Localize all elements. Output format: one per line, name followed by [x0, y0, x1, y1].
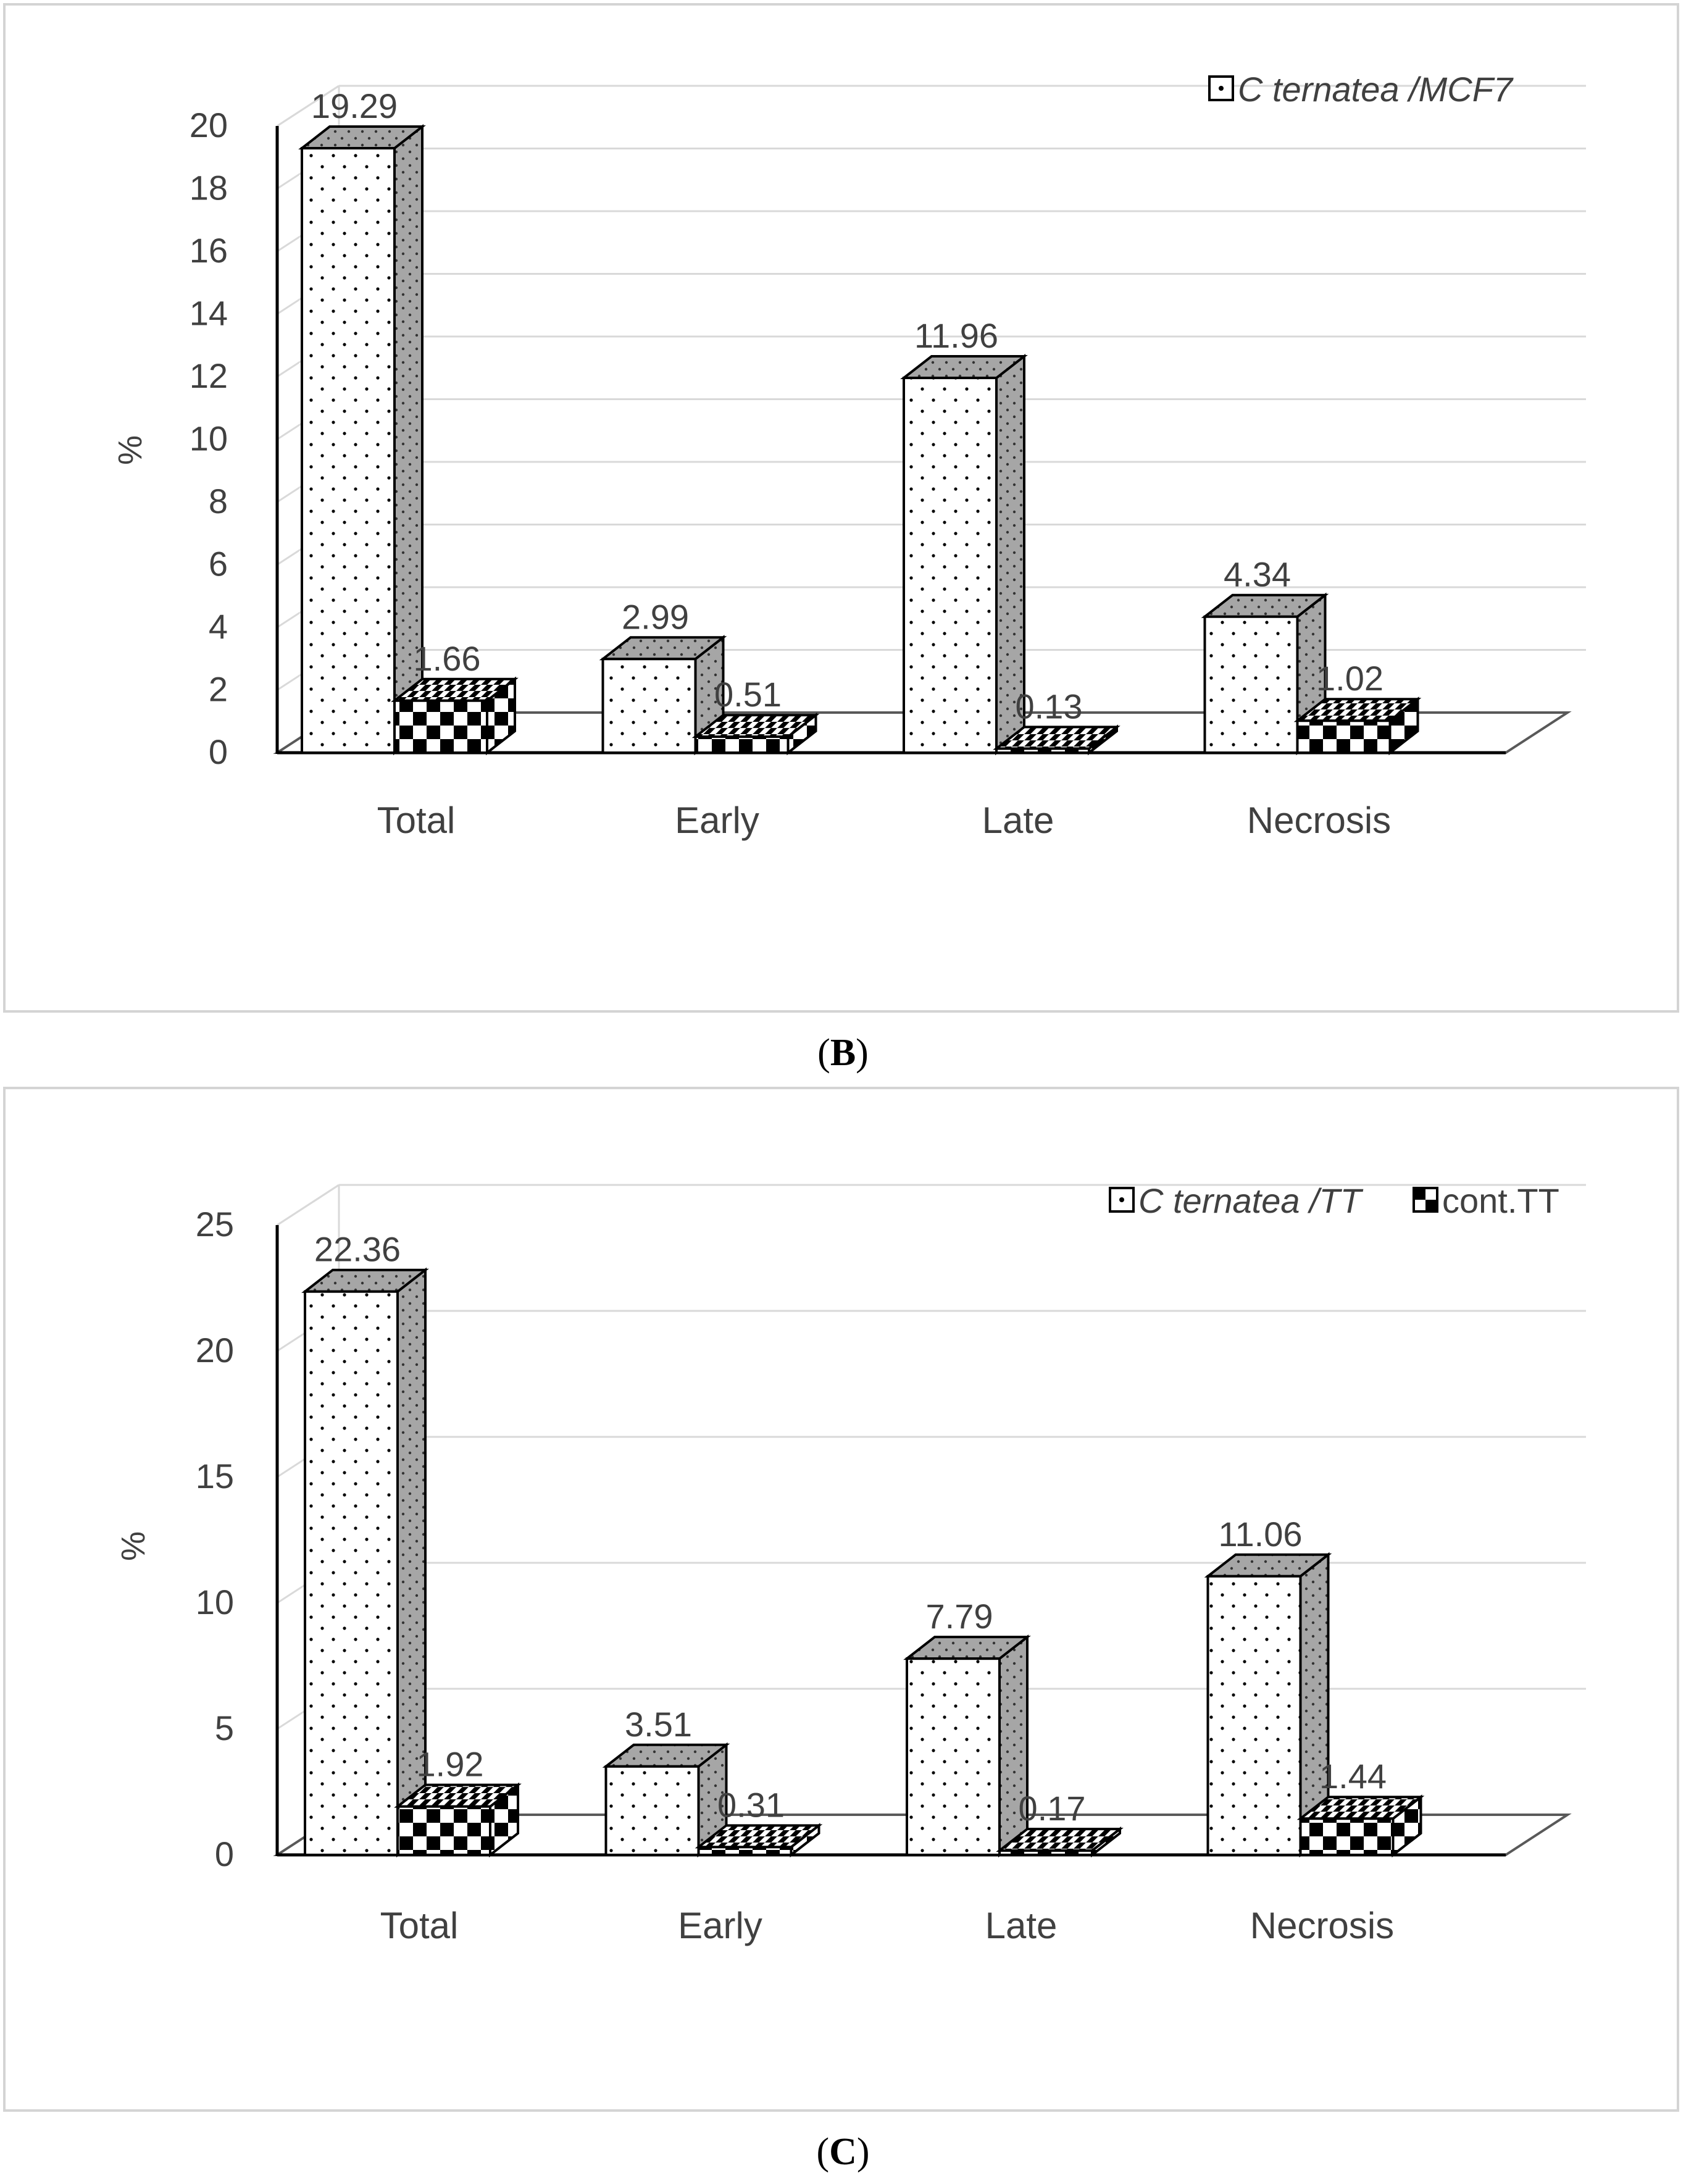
- bar-front: [601, 658, 697, 754]
- y-tick-label-0: 0: [215, 1835, 234, 1873]
- legend-label-control: cont.TT: [1442, 1181, 1559, 1220]
- bar-front: [1206, 1575, 1302, 1856]
- x-tick-label-total: Total: [380, 1905, 459, 1946]
- y-tick-label-18: 18: [190, 169, 228, 207]
- bar-front: [393, 699, 488, 755]
- legend-swatch-check: [1425, 1200, 1436, 1210]
- y-tick-label-16: 16: [190, 231, 228, 270]
- x-tick-label-total: Total: [377, 800, 456, 841]
- bar-treated-necrosis: [1201, 592, 1329, 756]
- chart-b-svg: 0 2 4 6 8 10 12 14 16 18 20% 19.29 1.66 Total 2.99 0.51…: [112, 70, 1586, 841]
- bar-control-early: [691, 713, 820, 756]
- y-tick-label-20: 20: [190, 106, 228, 144]
- x-tick-label-late: Late: [982, 800, 1054, 841]
- y-tick-label-4: 4: [209, 607, 228, 646]
- y-tick-label-10: 10: [196, 1583, 234, 1621]
- y-tick-label-25: 25: [196, 1205, 234, 1244]
- y-tick-label-12: 12: [190, 356, 228, 395]
- chart-panel-c: 0 5 10 15 20 25% 22.36 1.92 Total 3.51 0.31 Early 7.…: [3, 1087, 1679, 2112]
- bar-front: [396, 1805, 491, 1856]
- legend-swatch-dot: [1119, 1197, 1124, 1202]
- bar-control-early: [695, 1823, 823, 1858]
- bar-control-late: [993, 724, 1121, 756]
- bar-front: [697, 1846, 793, 1857]
- data-label-control-total: 1.66: [414, 639, 481, 678]
- bar-control-total: [391, 676, 519, 756]
- legend-label-treated: C ternatea /TT: [1138, 1181, 1364, 1220]
- x-tick-label-early: Early: [675, 800, 759, 841]
- bar-front: [903, 377, 998, 754]
- data-label-treated-late: 11.96: [914, 316, 998, 355]
- bar-treated-late: [900, 353, 1028, 756]
- data-label-treated-total: 22.36: [314, 1230, 401, 1269]
- caption-c-letter: C: [829, 2131, 857, 2173]
- bar-front: [995, 747, 1090, 754]
- legend-swatch-dot: [1219, 86, 1224, 91]
- data-label-treated-early: 2.99: [622, 597, 689, 636]
- chart-panel-b: 0 2 4 6 8 10 12 14 16 18 20% 19.29 1.66 Total 2.99 0.51…: [3, 3, 1679, 1013]
- y-axis-label: %: [112, 435, 149, 465]
- data-label-treated-necrosis: 11.06: [1219, 1515, 1303, 1554]
- y-tick-label-10: 10: [190, 419, 228, 458]
- side-wall-top: [277, 1184, 340, 1226]
- bar-front: [998, 1849, 1093, 1856]
- bar-treated-early: [602, 1742, 730, 1858]
- y-tick-label-0: 0: [209, 732, 228, 771]
- caption-b: (B): [817, 1032, 869, 1074]
- bar-treated-total: [298, 123, 426, 756]
- x-tick-label-early: Early: [678, 1905, 762, 1946]
- data-label-control-late: 0.17: [1019, 1789, 1086, 1828]
- y-tick-label-15: 15: [196, 1457, 234, 1496]
- bar-control-necrosis: [1296, 1794, 1425, 1858]
- data-label-treated-early: 3.51: [625, 1705, 692, 1744]
- data-label-treated-late: 7.79: [926, 1597, 993, 1636]
- data-label-treated-necrosis: 4.34: [1224, 555, 1291, 594]
- bar-control-late: [996, 1826, 1124, 1858]
- bar-front: [906, 1657, 1001, 1857]
- bar-front: [1203, 615, 1299, 754]
- data-label-control-early: 0.51: [714, 675, 782, 714]
- y-tick-label-2: 2: [209, 670, 228, 709]
- bar-front: [694, 735, 790, 755]
- y-tick-label-14: 14: [190, 294, 228, 333]
- data-label-control-necrosis: 1.02: [1316, 659, 1383, 698]
- caption-b-letter: B: [830, 1032, 856, 1074]
- bar-control-total: [394, 1782, 522, 1858]
- x-tick-label-late: Late: [985, 1905, 1058, 1946]
- legend-swatch-check: [1415, 1189, 1425, 1200]
- data-label-control-early: 0.31: [717, 1785, 785, 1824]
- data-label-treated-total: 19.29: [311, 86, 398, 125]
- y-tick-label-6: 6: [209, 545, 228, 584]
- data-label-control-necrosis: 1.44: [1319, 1757, 1387, 1796]
- bar-treated-total: [301, 1267, 429, 1858]
- bar-front: [1296, 719, 1392, 754]
- y-axis-label: %: [115, 1531, 152, 1561]
- x-tick-label-necrosis: Necrosis: [1247, 800, 1391, 841]
- bar-control-necrosis: [1293, 697, 1422, 756]
- caption-c: (C): [816, 2131, 870, 2173]
- bar-front: [1299, 1817, 1395, 1857]
- bar-front: [604, 1765, 700, 1856]
- y-tick-label-8: 8: [209, 482, 228, 521]
- legend-label-treated: C ternatea /MCF7: [1238, 70, 1514, 109]
- data-label-control-late: 0.13: [1016, 687, 1083, 726]
- x-tick-label-necrosis: Necrosis: [1250, 1905, 1394, 1946]
- bar-treated-late: [903, 1634, 1031, 1858]
- y-tick-label-20: 20: [196, 1331, 234, 1370]
- data-label-control-total: 1.92: [417, 1745, 484, 1784]
- side-wall-top: [277, 85, 340, 127]
- bar-front: [301, 147, 396, 755]
- bar-front: [304, 1290, 399, 1857]
- y-tick-label-5: 5: [215, 1709, 234, 1747]
- chart-c-svg: 0 5 10 15 20 25% 22.36 1.92 Total 3.51 0.31 Early 7.…: [115, 1181, 1586, 1946]
